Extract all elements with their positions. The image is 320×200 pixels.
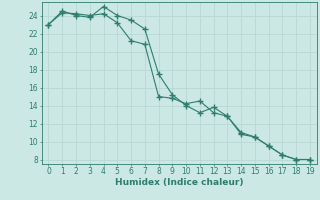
X-axis label: Humidex (Indice chaleur): Humidex (Indice chaleur) xyxy=(115,178,244,187)
